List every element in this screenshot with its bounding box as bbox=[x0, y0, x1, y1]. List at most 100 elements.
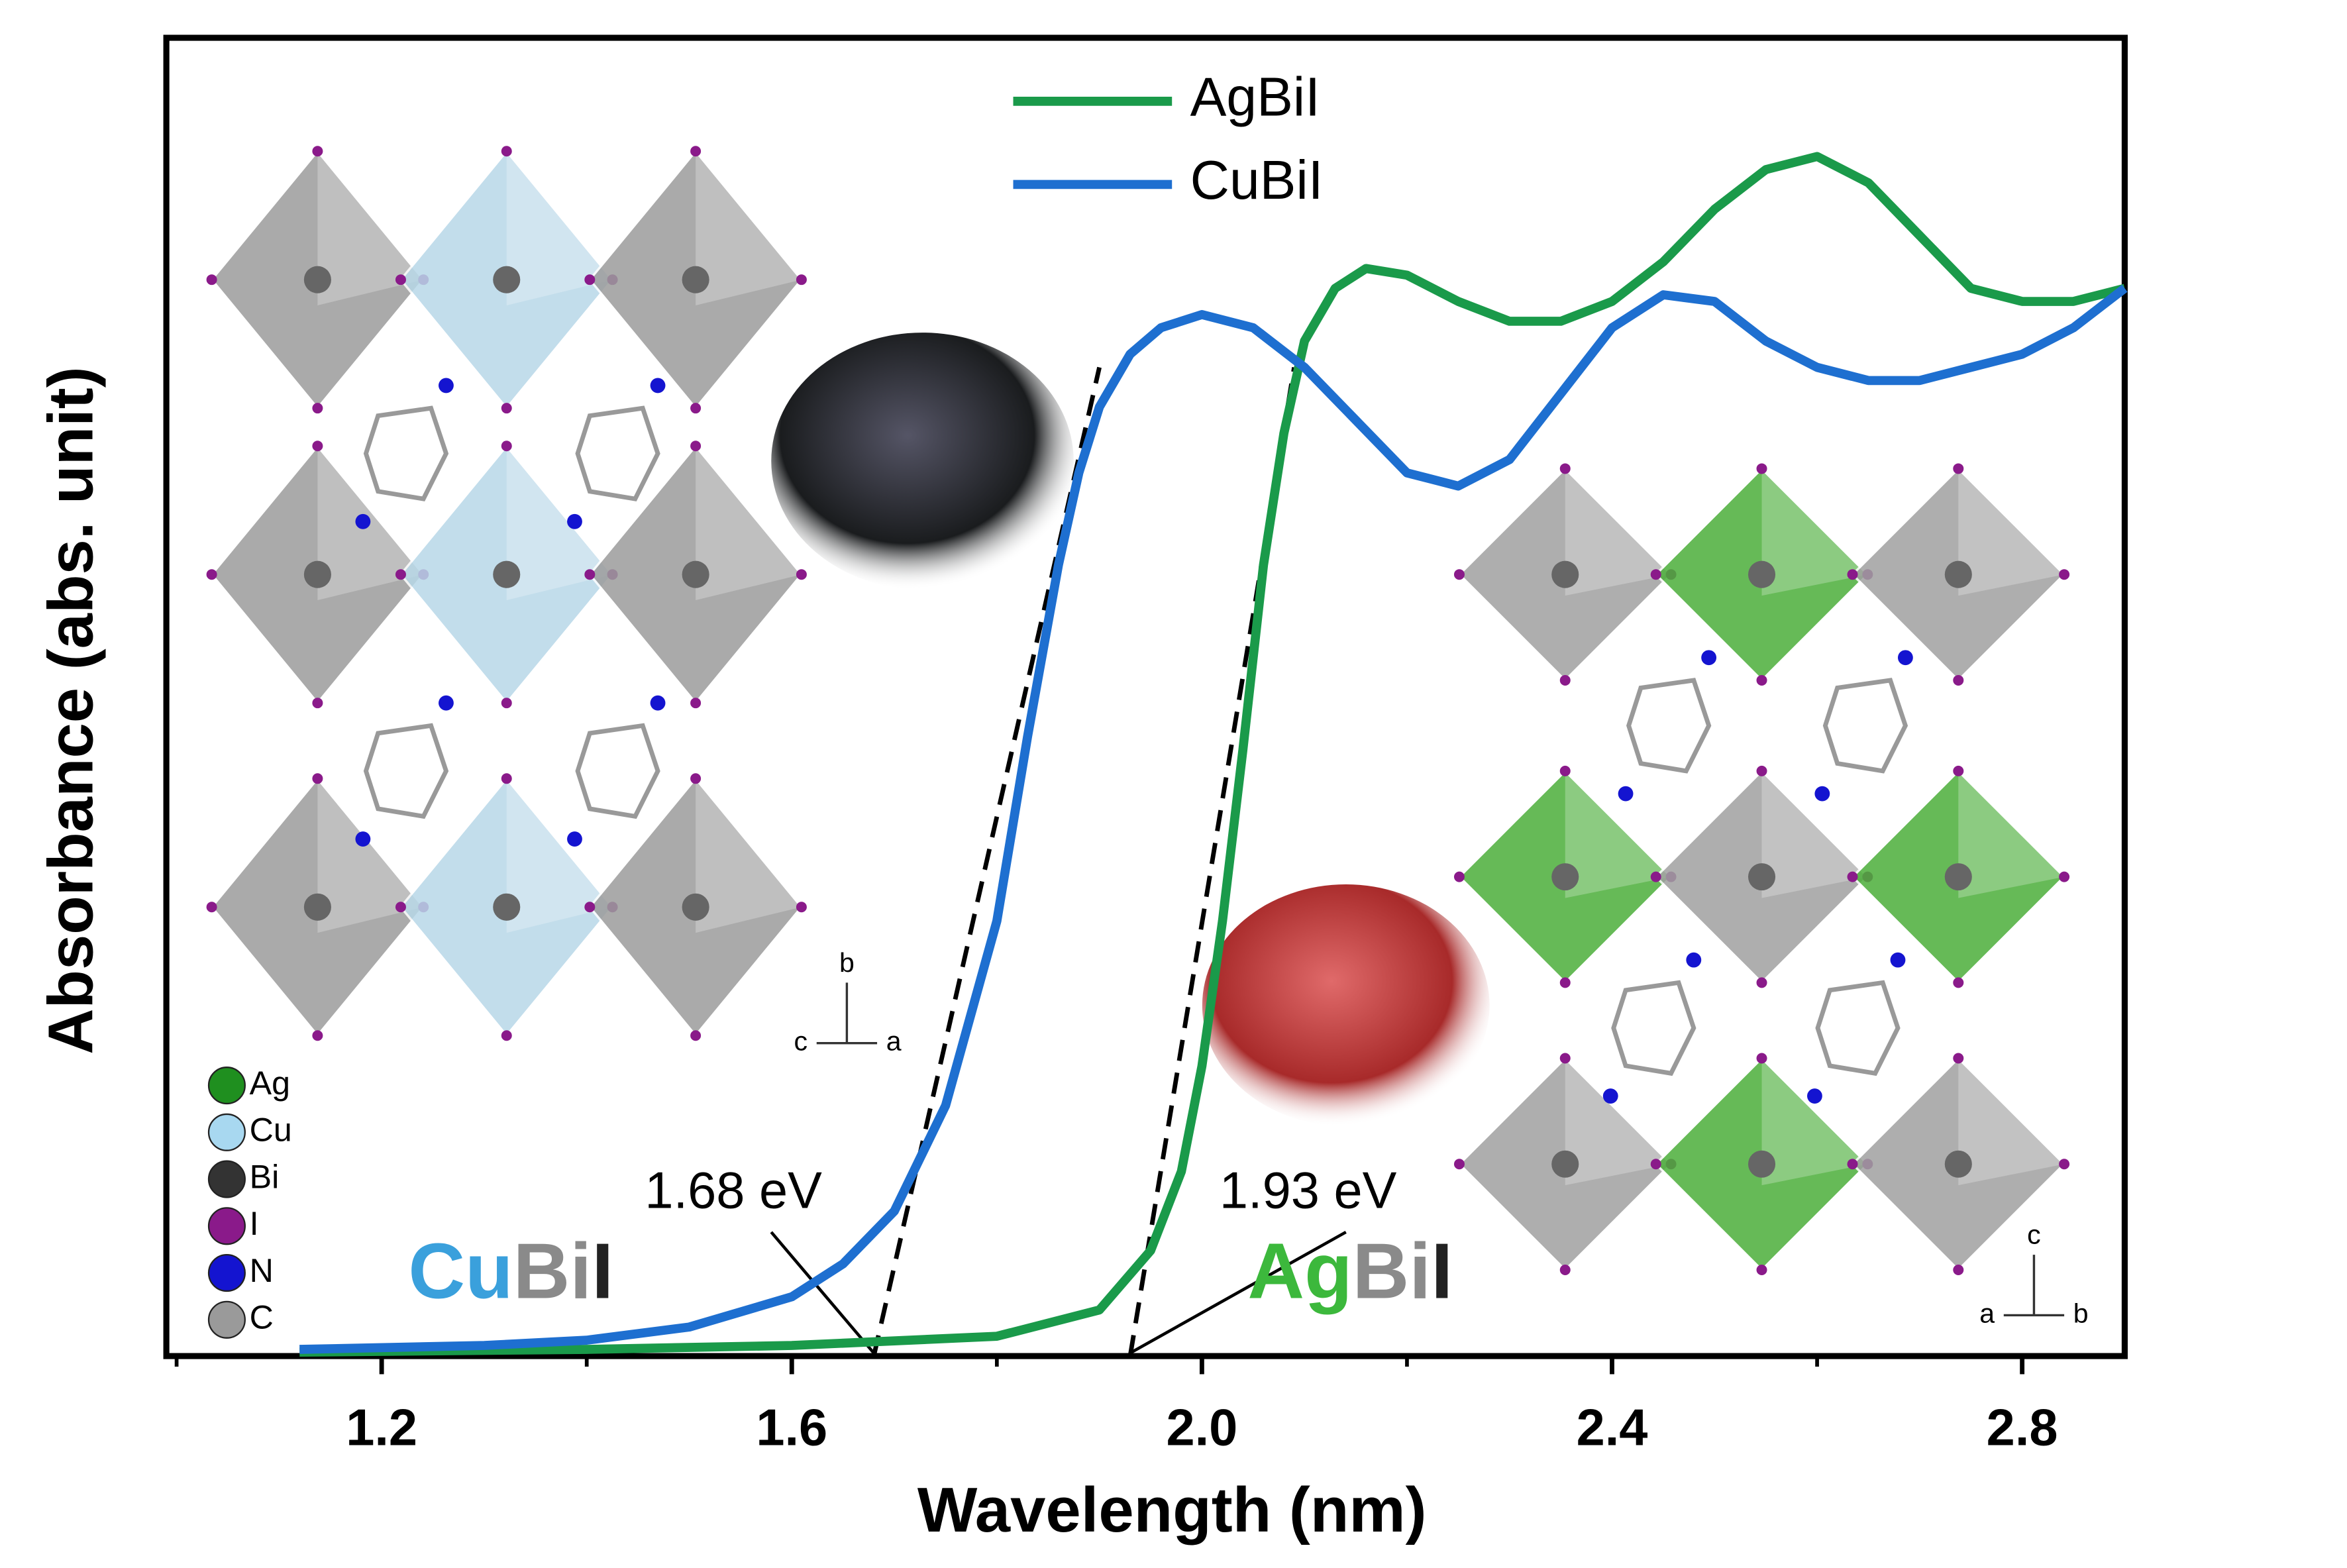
atom bbox=[1953, 674, 1964, 686]
atom bbox=[395, 902, 406, 913]
octahedron-face bbox=[1565, 468, 1671, 596]
element-marker bbox=[207, 1207, 246, 1245]
atom bbox=[1944, 1150, 1972, 1178]
atom bbox=[1756, 463, 1767, 474]
axis-indicator-label: a bbox=[886, 1026, 902, 1057]
annotation-label: 1.68 eV bbox=[645, 1162, 822, 1219]
compound-label-part: I bbox=[592, 1228, 613, 1316]
atom bbox=[1814, 786, 1830, 802]
atom bbox=[690, 698, 702, 709]
atom bbox=[1756, 765, 1767, 776]
atom bbox=[395, 569, 406, 580]
octahedron-face bbox=[317, 151, 424, 305]
atom bbox=[690, 441, 702, 452]
element-marker bbox=[207, 1160, 246, 1198]
atom bbox=[1953, 765, 1964, 776]
atom bbox=[1953, 463, 1964, 474]
element-label: N bbox=[250, 1252, 274, 1289]
atom bbox=[584, 274, 596, 286]
atom bbox=[1453, 871, 1465, 882]
atom bbox=[1944, 863, 1972, 891]
atom bbox=[312, 441, 323, 452]
atom bbox=[682, 266, 709, 293]
element-marker bbox=[207, 1113, 246, 1151]
atom bbox=[1650, 1159, 1661, 1170]
atom bbox=[1807, 1088, 1822, 1104]
molecule bbox=[363, 723, 449, 819]
compound-label-part: I bbox=[1431, 1228, 1453, 1316]
octahedron-face bbox=[317, 778, 424, 933]
atom bbox=[206, 274, 217, 286]
series-line bbox=[299, 152, 2126, 1357]
x-tick-label: 1.6 bbox=[756, 1400, 827, 1457]
atom bbox=[1551, 1150, 1579, 1178]
molecule bbox=[575, 723, 660, 819]
axis-indicator-label: b bbox=[839, 947, 855, 978]
annotation-pointer bbox=[1129, 1230, 1347, 1355]
octahedron-face bbox=[1565, 1058, 1671, 1186]
atom bbox=[1756, 977, 1767, 988]
atom bbox=[650, 378, 666, 393]
molecule bbox=[363, 405, 449, 501]
atom bbox=[567, 513, 582, 529]
atom bbox=[1847, 1159, 1858, 1170]
octahedron-face bbox=[506, 778, 613, 933]
atom bbox=[1747, 1150, 1776, 1178]
atom bbox=[1701, 650, 1717, 666]
atom bbox=[1559, 674, 1571, 686]
molecule bbox=[1626, 678, 1712, 774]
octahedron-face bbox=[696, 446, 802, 601]
atom bbox=[1618, 786, 1634, 802]
atom bbox=[1650, 871, 1661, 882]
atom bbox=[690, 1030, 702, 1041]
atom bbox=[501, 146, 512, 157]
atom bbox=[355, 513, 371, 529]
atom bbox=[206, 902, 217, 913]
x-tick-label: 1.2 bbox=[346, 1400, 417, 1457]
atom bbox=[2059, 1159, 2070, 1170]
atom bbox=[1756, 674, 1767, 686]
atom bbox=[1551, 560, 1579, 588]
compound-label-part: Bi bbox=[513, 1228, 592, 1316]
atom bbox=[439, 378, 454, 393]
atom bbox=[1559, 1264, 1571, 1275]
compound-label: CuBiI bbox=[408, 1228, 613, 1316]
atom bbox=[567, 831, 582, 847]
atom bbox=[493, 893, 521, 921]
x-tick-label: 2.4 bbox=[1577, 1400, 1648, 1457]
photo-cubii bbox=[771, 333, 1074, 590]
atom bbox=[1559, 765, 1571, 776]
atom bbox=[303, 560, 331, 588]
element-label: Ag bbox=[250, 1065, 290, 1102]
series-line bbox=[299, 284, 2128, 1354]
atom bbox=[1559, 1053, 1571, 1064]
element-label: Bi bbox=[250, 1158, 280, 1195]
molecule bbox=[1611, 980, 1696, 1076]
atom bbox=[690, 403, 702, 414]
atom bbox=[1747, 863, 1776, 891]
element-label: C bbox=[250, 1299, 274, 1336]
x-tick-label: 2.8 bbox=[1987, 1400, 2058, 1457]
legend-label: CuBiI bbox=[1190, 150, 1324, 211]
atom bbox=[206, 569, 217, 580]
atom bbox=[501, 1030, 512, 1041]
atom bbox=[650, 695, 666, 711]
octahedron-face bbox=[1958, 770, 2065, 898]
atom bbox=[1953, 1264, 1964, 1275]
atom bbox=[312, 773, 323, 784]
atom bbox=[1953, 977, 1964, 988]
atom bbox=[312, 403, 323, 414]
y-axis-label: Absorbance (abs. unit) bbox=[35, 366, 106, 1054]
element-marker bbox=[207, 1254, 246, 1292]
atom bbox=[1897, 650, 1913, 666]
atom bbox=[796, 569, 807, 580]
atom bbox=[796, 274, 807, 286]
atom bbox=[1453, 569, 1465, 580]
photo-agbii bbox=[1202, 884, 1490, 1127]
octahedron-face bbox=[696, 151, 802, 305]
atom bbox=[1944, 560, 1972, 588]
axis-indicator-label: b bbox=[2073, 1298, 2089, 1328]
atom bbox=[303, 266, 331, 293]
atom bbox=[501, 698, 512, 709]
